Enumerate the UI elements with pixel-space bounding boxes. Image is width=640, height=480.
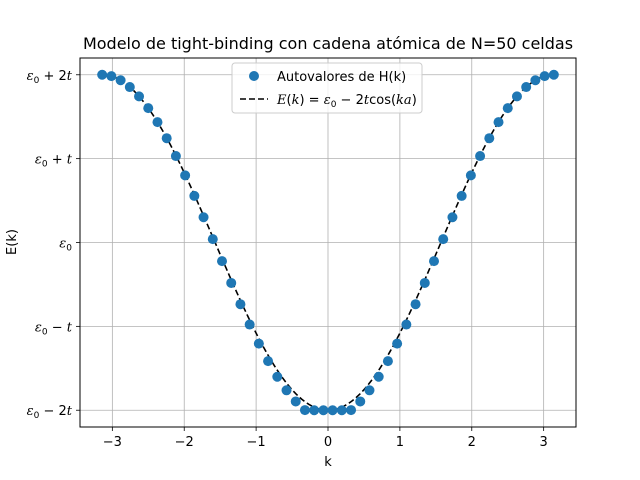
data-point [115,75,126,86]
x-tick-label: −1 [247,435,266,450]
data-point [143,103,154,114]
data-point [493,117,504,128]
y-tick-label: ε0 [59,237,72,254]
data-point [539,71,550,82]
data-point [318,405,329,416]
data-point [475,151,486,162]
data-point [502,103,513,114]
data-point [456,190,467,201]
y-axis-label: E(k) [5,229,20,255]
x-axis: −3 −2 −1 0 1 2 3 [103,427,548,450]
data-point [263,356,274,367]
x-tick-label: −2 [175,435,194,450]
data-point [189,190,200,201]
y-tick-label: ε0 + 2t [27,69,73,86]
data-point [235,299,246,310]
data-point [106,71,117,82]
x-tick-label: 0 [324,435,332,450]
data-point [198,212,209,223]
data-point [299,405,310,416]
data-point [364,385,375,396]
data-point [309,405,320,416]
x-tick-label: −3 [103,435,122,450]
data-point [226,277,237,288]
y-tick-label: ε0 − t [35,320,73,337]
legend-box [231,62,423,114]
data-point [346,405,357,416]
data-point [244,319,255,330]
data-point [382,356,393,367]
data-point [170,151,181,162]
legend-marker-scatter [249,71,259,81]
data-point [290,396,301,407]
data-point [161,133,172,144]
chart-title: Modelo de tight-binding con cadena atómi… [83,34,573,53]
data-point [410,299,421,310]
data-point [253,338,264,349]
data-point [373,371,384,382]
y-tick-label: ε0 − 2t [27,404,73,421]
x-axis-label: k [324,455,332,470]
data-point [134,91,145,102]
data-point [355,396,366,407]
data-point [272,371,283,382]
data-point [511,91,522,102]
data-point [521,82,532,93]
data-point [438,234,449,245]
legend: Autovalores de H(k) E(k) = ε0 − 2tcos(ka… [231,62,423,114]
points-layer [97,69,559,416]
data-point [180,170,191,181]
data-point [530,75,541,86]
data-point [465,170,476,181]
data-point [484,133,495,144]
data-point [419,277,430,288]
y-tick-label: ε0 + t [35,153,73,170]
x-tick-label: 1 [396,435,404,450]
x-tick-label: 3 [540,435,548,450]
data-point [336,405,347,416]
grid [80,58,576,427]
data-point [327,405,338,416]
data-point [392,338,403,349]
data-point [152,117,163,128]
data-point [429,256,439,267]
legend-label-line: E(k) = ε0 − 2tcos(ka) [276,93,417,110]
x-tick-label: 2 [468,435,476,450]
data-point [97,69,108,80]
data-point [207,234,218,245]
data-point [401,319,412,330]
data-point [281,385,292,396]
legend-label-scatter: Autovalores de H(k) [277,70,406,85]
data-point [124,82,135,93]
data-point [447,212,458,223]
data-point [217,256,227,267]
y-axis: ε0 − 2t ε0 − t ε0 ε0 + t ε0 + 2t [27,69,80,421]
data-point [548,69,559,80]
